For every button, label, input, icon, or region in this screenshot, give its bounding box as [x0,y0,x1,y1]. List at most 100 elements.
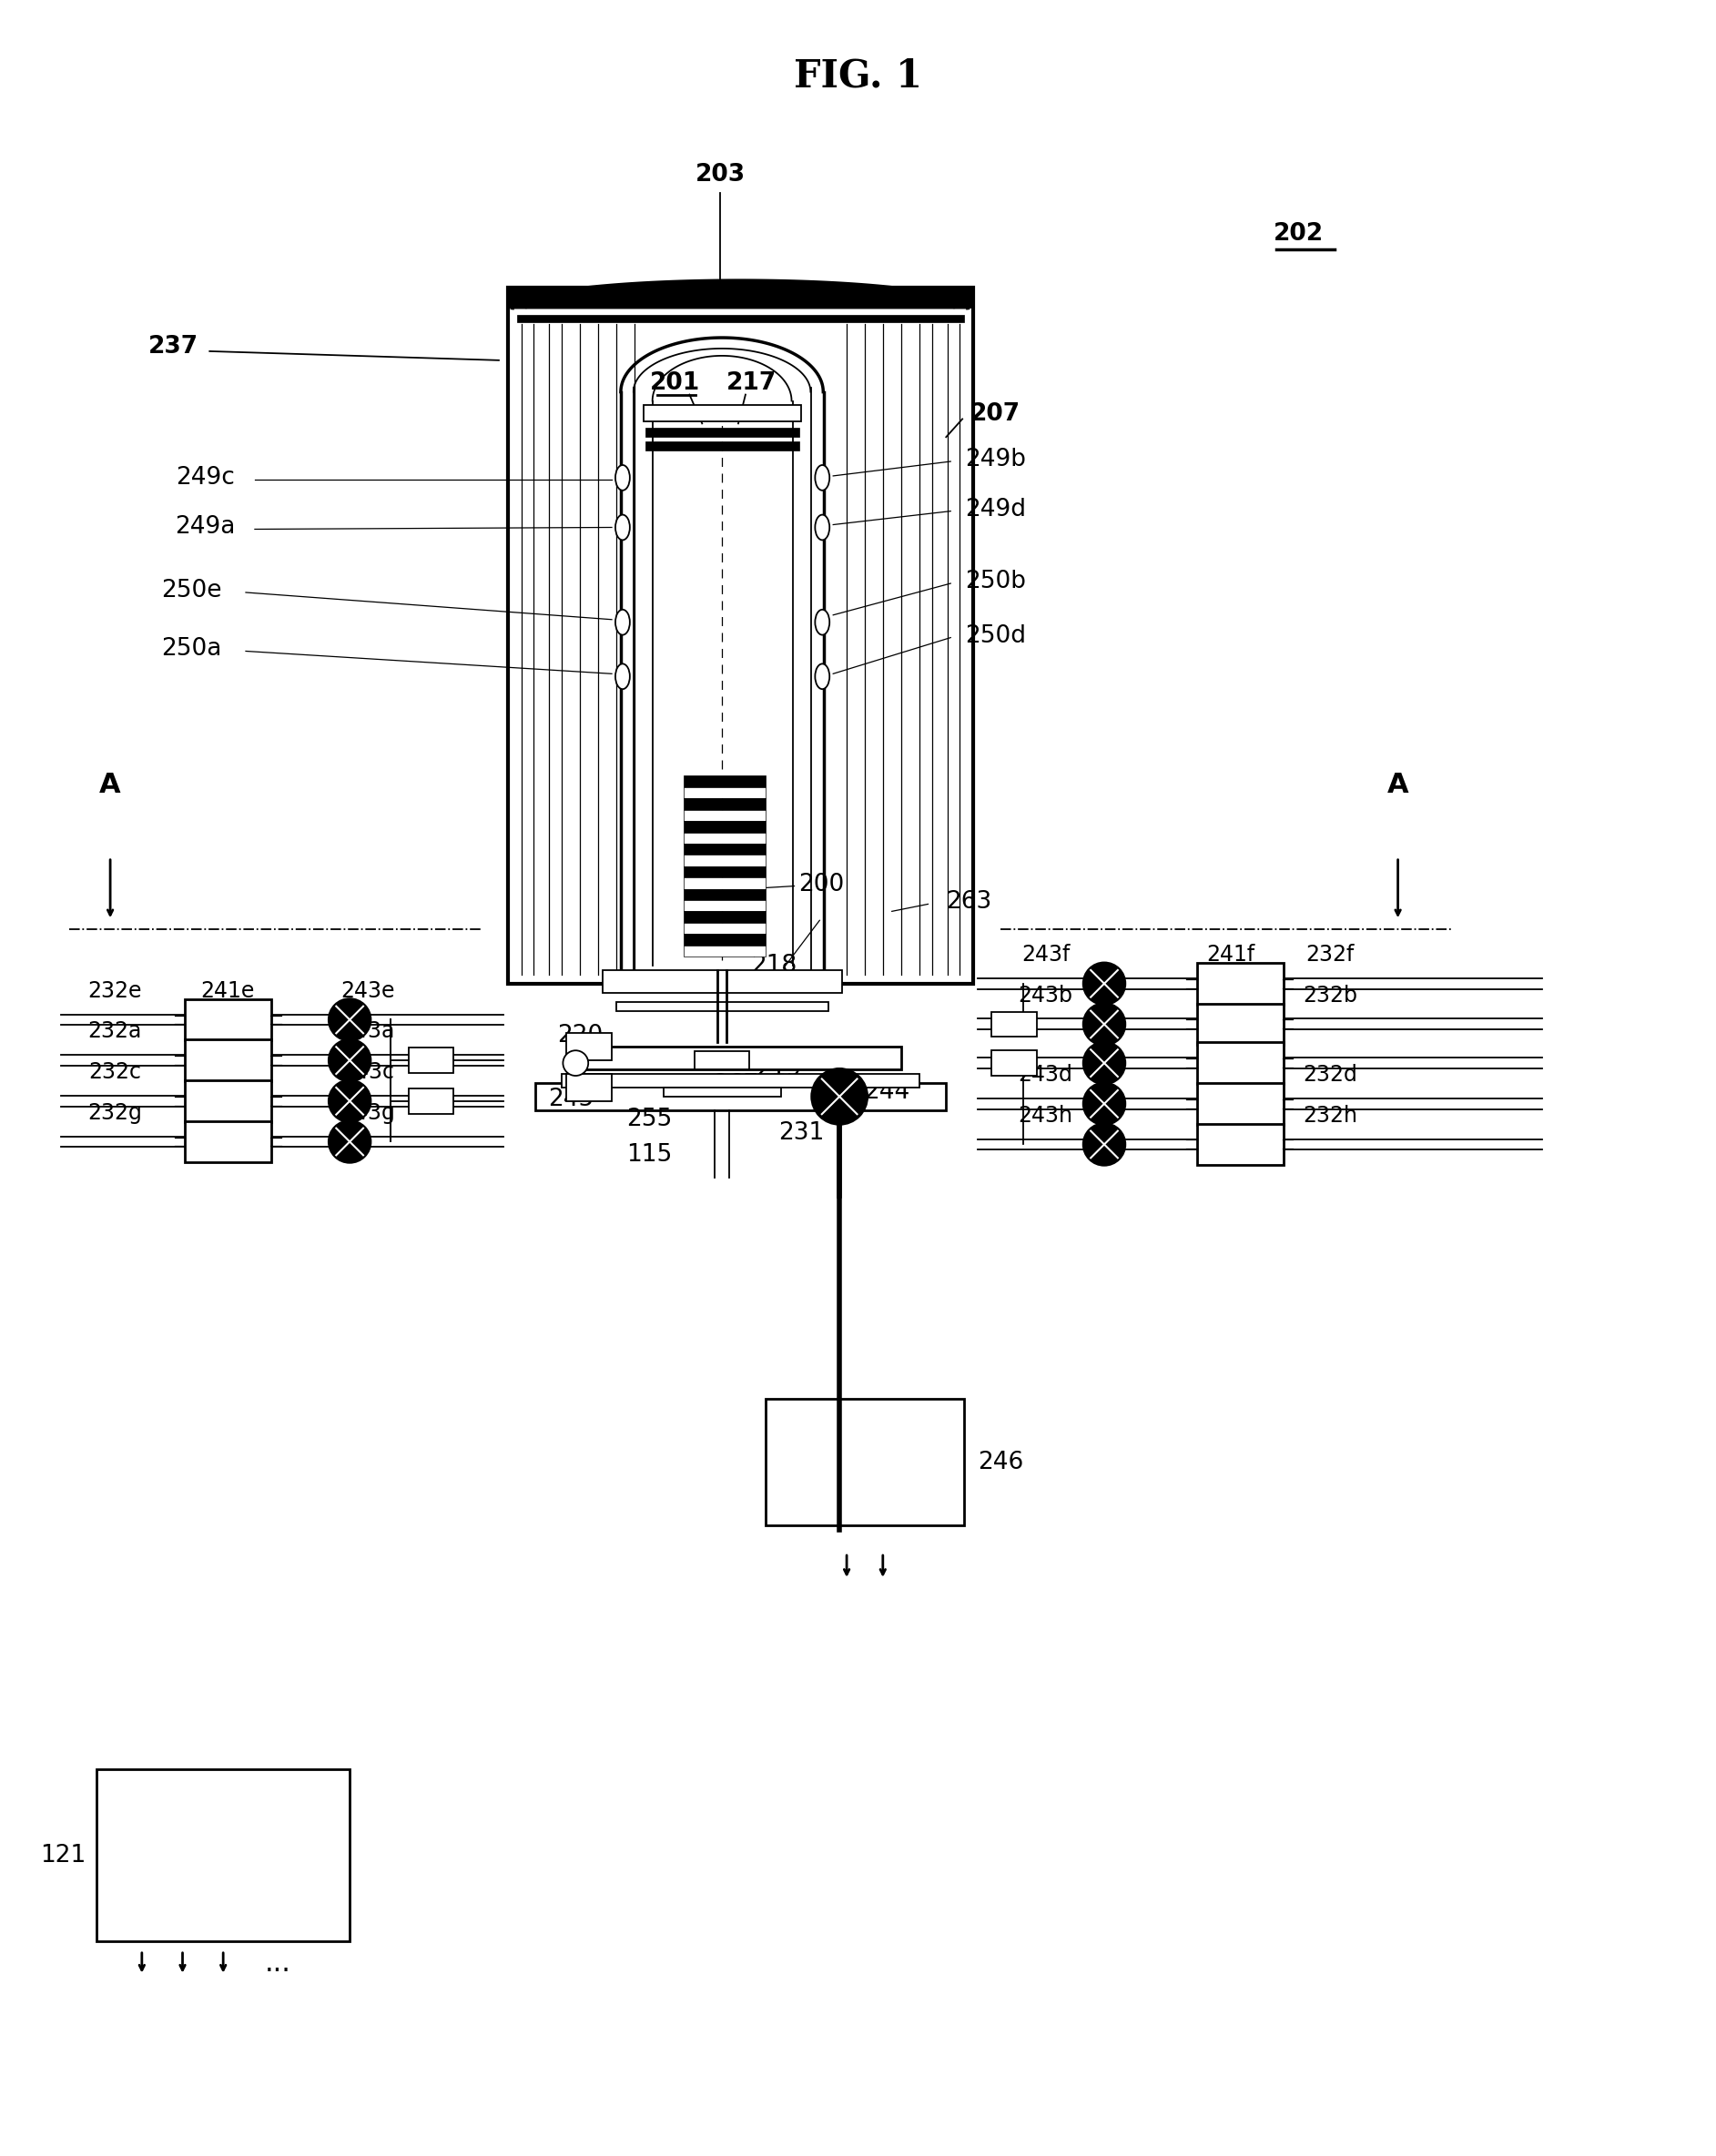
Text: 250d: 250d [966,623,1026,647]
Text: 200: 200 [798,873,844,897]
Bar [685,923,765,934]
Bar [535,1082,946,1110]
Bar [685,899,765,912]
Bar [685,787,765,798]
Bar [185,1080,271,1121]
Text: 245: 245 [547,1087,594,1110]
Circle shape [812,1069,867,1123]
Ellipse shape [616,610,630,634]
Text: 217: 217 [726,371,777,395]
Text: 115: 115 [626,1143,673,1166]
Bar [685,912,765,923]
Circle shape [1083,1123,1126,1164]
Bar [580,1048,901,1069]
Bar [408,1089,453,1115]
Text: 243e: 243e [341,981,395,1003]
Text: 237: 237 [148,334,199,358]
Text: 201: 201 [650,371,700,395]
Bar [685,944,765,957]
Circle shape [329,1080,371,1121]
Text: 249d: 249d [966,498,1026,522]
Ellipse shape [616,664,630,690]
Bar [508,289,973,983]
Bar [185,1039,271,1080]
Text: 218: 218 [752,953,798,977]
Text: 243f: 243f [1021,944,1069,966]
Text: 249c: 249c [175,466,235,489]
Text: 241b: 241b [1203,985,1258,1007]
Text: 231: 231 [779,1121,824,1145]
Bar [685,867,765,877]
Bar [685,776,765,787]
Ellipse shape [815,610,829,634]
Circle shape [329,1039,371,1080]
Bar [685,821,765,832]
Bar [645,442,800,451]
Text: 232b: 232b [1302,985,1357,1007]
Text: FIG. 1: FIG. 1 [793,56,921,95]
Bar [185,1121,271,1162]
Bar [685,934,765,944]
Bar [664,1087,781,1097]
Ellipse shape [815,664,829,690]
Text: 202: 202 [1273,222,1323,246]
Text: 220: 220 [558,1024,602,1048]
Circle shape [1083,1003,1126,1046]
Bar [517,315,964,321]
Bar [1198,1003,1284,1046]
Text: 243b: 243b [1018,985,1072,1007]
Bar [566,1074,613,1102]
Bar [685,832,765,843]
Bar [685,877,765,888]
Bar [566,1033,613,1061]
Bar [1198,1082,1284,1125]
Bar [602,970,843,992]
Text: ...: ... [264,1951,290,1977]
Text: 243h: 243h [1018,1104,1072,1125]
Text: 241d: 241d [1203,1063,1258,1087]
Text: 244: 244 [863,1080,909,1104]
Text: 241f: 241f [1206,944,1254,966]
Bar [765,1399,964,1526]
Bar [1198,1041,1284,1084]
Text: 249b: 249b [966,448,1026,472]
Bar [1198,964,1284,1005]
Circle shape [563,1050,589,1076]
Text: 121: 121 [39,1843,86,1867]
Text: 241c: 241c [201,1061,254,1082]
Text: 232e: 232e [88,981,142,1003]
Text: 232g: 232g [88,1102,142,1123]
Text: 207: 207 [971,403,1021,427]
Bar [508,289,973,308]
Text: 243c: 243c [341,1061,395,1082]
Text: 232d: 232d [1302,1063,1357,1087]
Text: 255: 255 [626,1108,673,1132]
Text: 263: 263 [946,890,992,914]
Bar [685,798,765,811]
Text: A: A [100,772,122,798]
Bar [616,1003,829,1011]
Text: 267: 267 [712,1074,758,1097]
Bar [185,998,271,1041]
Bar [563,1074,920,1087]
Bar [685,811,765,821]
Circle shape [1083,1041,1126,1084]
Text: 241g: 241g [201,1102,256,1123]
Text: A: A [1387,772,1409,798]
Text: 243g: 243g [340,1102,395,1123]
Bar [685,856,765,867]
Bar [695,1052,750,1069]
Ellipse shape [815,515,829,539]
Bar [96,1770,350,1940]
Bar [1198,1123,1284,1164]
Text: 250a: 250a [161,638,221,662]
Text: 243d: 243d [1018,1063,1072,1087]
Bar [644,405,801,423]
Circle shape [1083,964,1126,1005]
Bar [992,1050,1036,1076]
Ellipse shape [616,515,630,539]
Bar [685,888,765,899]
Text: 232c: 232c [88,1061,141,1082]
Text: 241e: 241e [201,981,254,1003]
Ellipse shape [616,466,630,489]
